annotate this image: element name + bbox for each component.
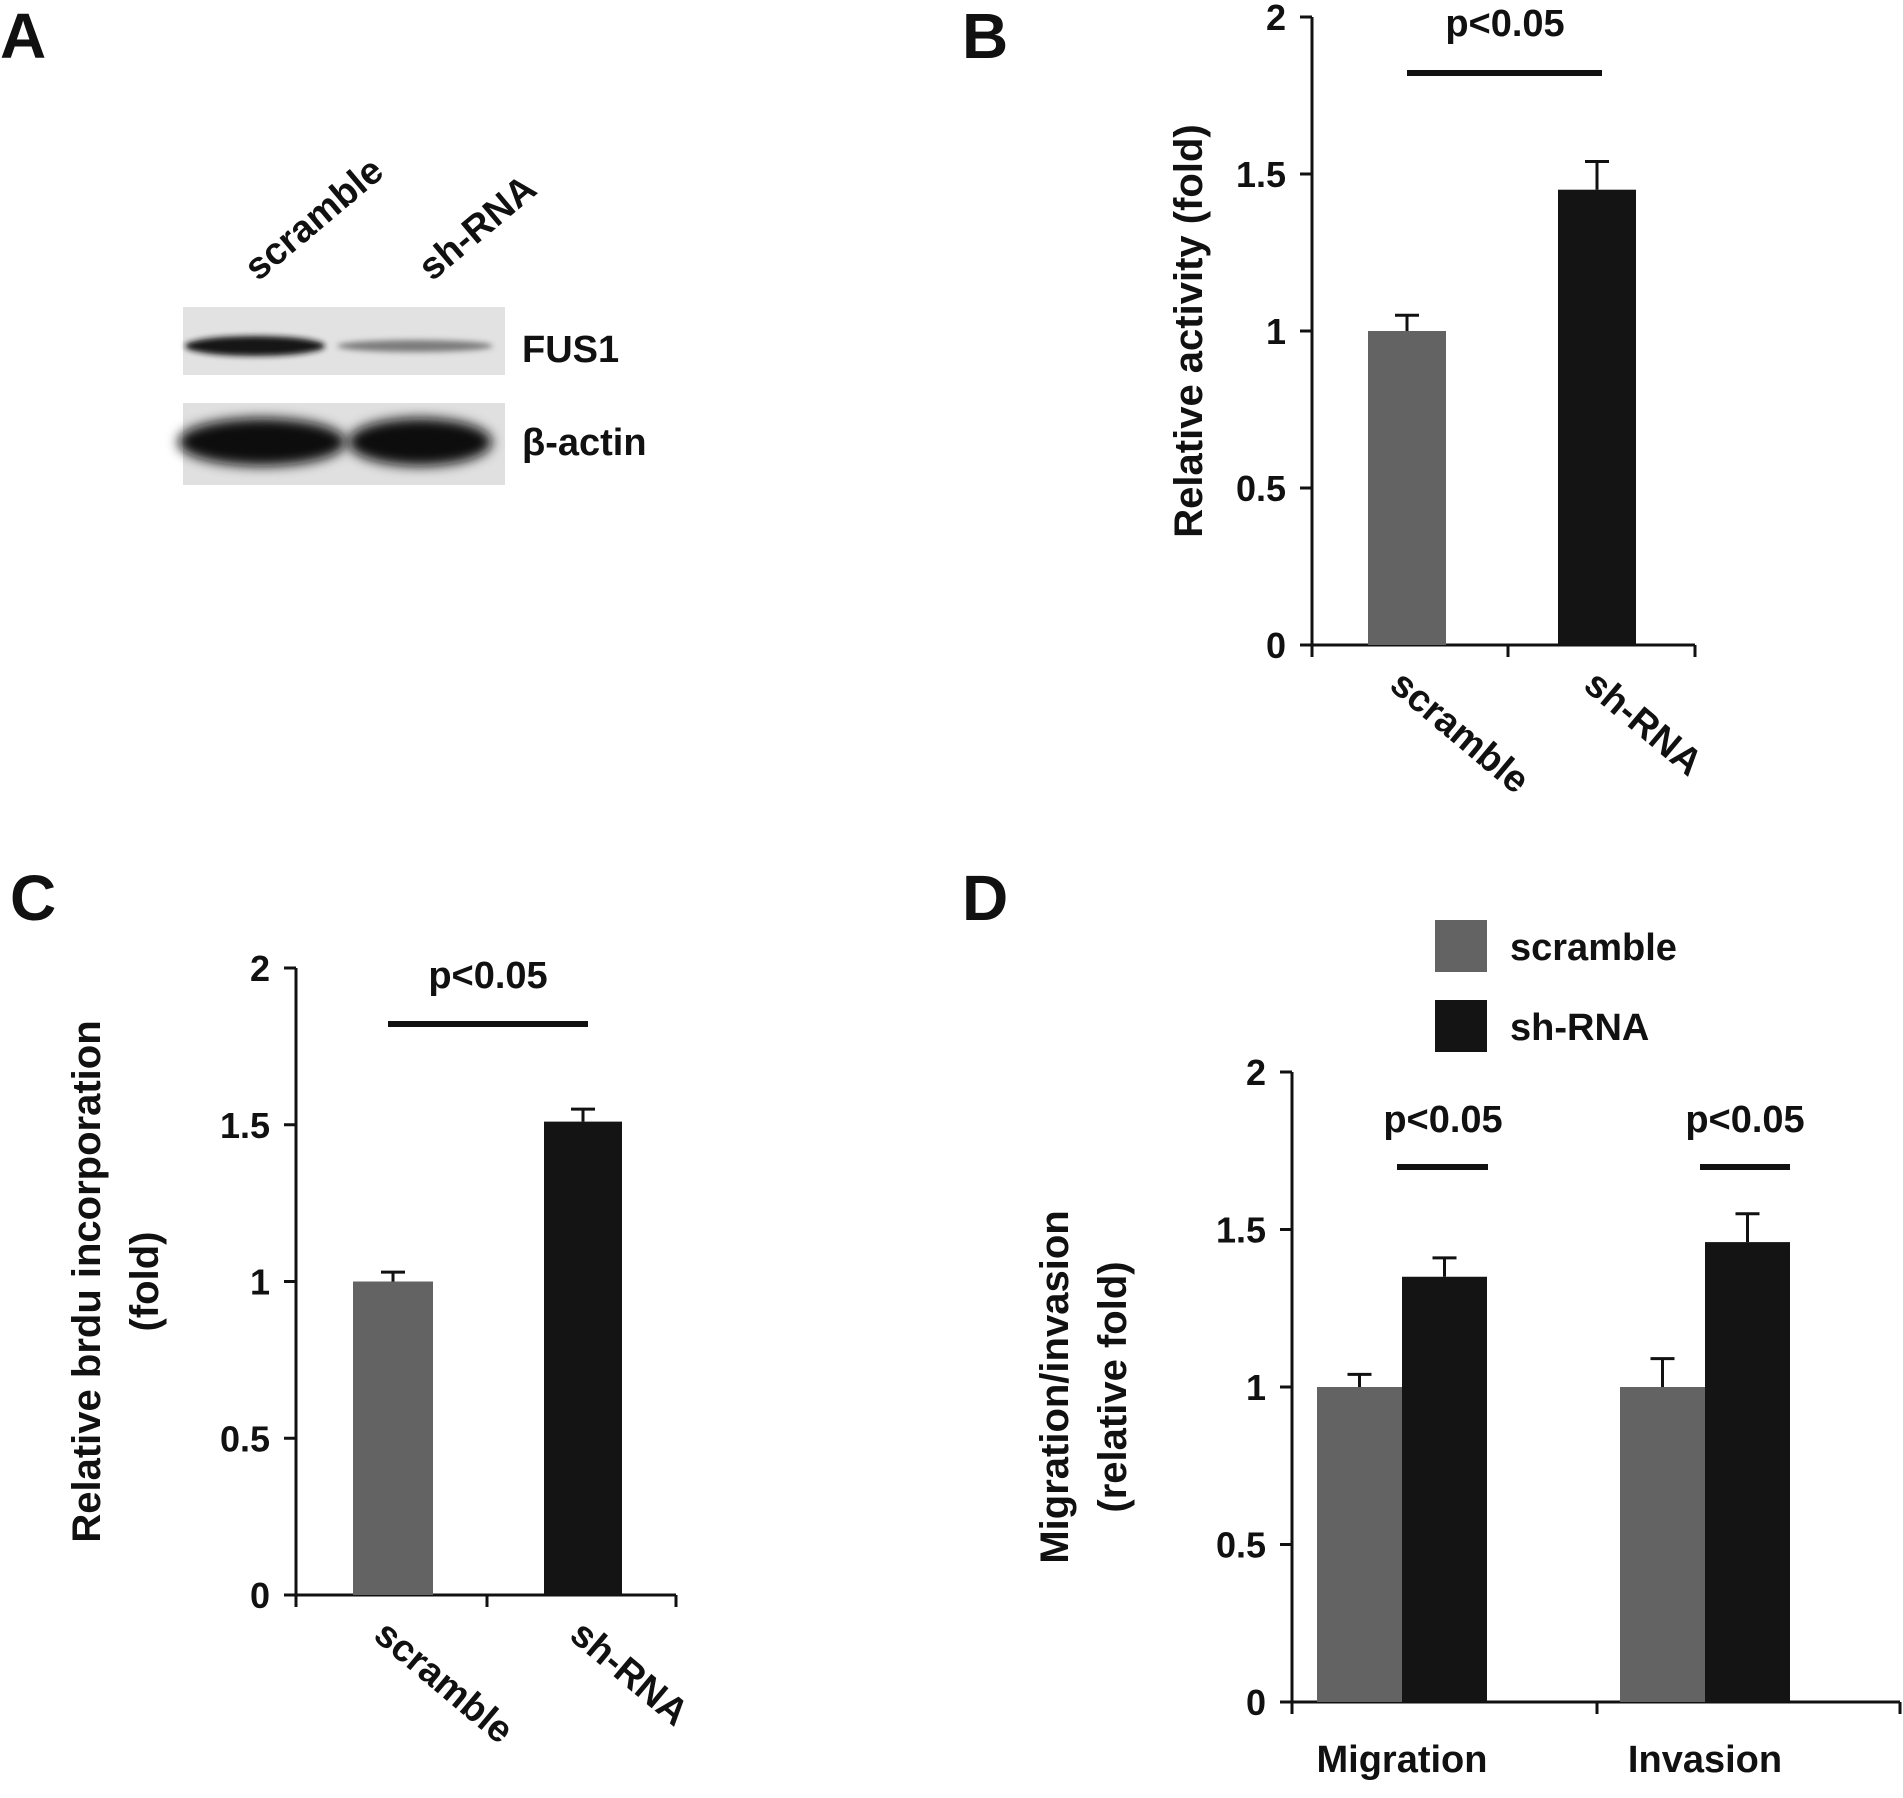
lane-label-scramble: scramble bbox=[237, 149, 392, 288]
bar-invasion-scramble bbox=[1620, 1387, 1705, 1702]
y-tick-label: 1.5 bbox=[1216, 1210, 1266, 1251]
significance-label: p<0.05 bbox=[428, 955, 547, 997]
y-tick-label: 0.5 bbox=[1216, 1525, 1266, 1566]
panel-a-label: A bbox=[0, 0, 46, 72]
western-blot: scramble sh-RNA FUS1 β-actin bbox=[178, 149, 647, 485]
band-label-actin: β-actin bbox=[522, 422, 647, 464]
y-tick-label: 2 bbox=[1246, 1052, 1266, 1093]
x-tick-label: Invasion bbox=[1628, 1739, 1782, 1781]
bar-scramble bbox=[1368, 331, 1446, 645]
legend-label: sh-RNA bbox=[1510, 1007, 1649, 1049]
band-fus1-scramble bbox=[185, 336, 325, 356]
y-axis-title: Relative activity (fold) bbox=[1167, 124, 1211, 537]
y-tick-label: 1.5 bbox=[220, 1105, 270, 1146]
panel-d-label: D bbox=[962, 862, 1008, 934]
y-tick-label: 1 bbox=[250, 1262, 270, 1303]
y-tick-label: 1 bbox=[1266, 311, 1286, 352]
bar-invasion-sh-rna bbox=[1705, 1242, 1790, 1702]
y-tick-label: 1.5 bbox=[1236, 154, 1286, 195]
band-actin-sh-rna bbox=[348, 418, 492, 466]
panel-b-label: B bbox=[962, 0, 1008, 72]
y-tick-label: 0.5 bbox=[220, 1418, 270, 1459]
y-tick-label: 0 bbox=[1246, 1682, 1266, 1723]
legend-swatch bbox=[1435, 920, 1487, 972]
chart-b-relative-activity: 0 0.5 1 1.5 2 Relative activity (fold) scrambl… bbox=[1167, 0, 1710, 802]
x-tick-label: sh-RNA bbox=[562, 1613, 696, 1735]
significance-label: p<0.05 bbox=[1685, 1099, 1804, 1141]
legend-label: scramble bbox=[1510, 927, 1677, 969]
lane-label-sh-rna: sh-RNA bbox=[411, 167, 545, 289]
y-tick-label: 0.5 bbox=[1236, 468, 1286, 509]
panel-c-label: C bbox=[10, 862, 56, 934]
x-tick-label: scramble bbox=[366, 1613, 521, 1752]
band-fus1-sh-rna bbox=[337, 340, 493, 352]
bar-sh-rna bbox=[544, 1121, 622, 1595]
chart-c-brdu-incorporation: 0 0.5 1 1.5 2 Relative brdu incorporation (fol… bbox=[65, 948, 696, 1752]
y-axis-title-line2: (fold) bbox=[123, 1232, 167, 1332]
y-tick-label: 2 bbox=[1266, 0, 1286, 38]
x-tick-label: scramble bbox=[1382, 663, 1537, 802]
y-axis-title-line2: (relative fold) bbox=[1091, 1261, 1135, 1512]
y-tick-label: 0 bbox=[1266, 625, 1286, 666]
chart-d-migration-invasion: 0 0.5 1 1.5 2 Migration/invasion (relative fol… bbox=[1033, 920, 1902, 1781]
bar-migration-scramble bbox=[1317, 1387, 1402, 1702]
bar-scramble bbox=[353, 1281, 433, 1595]
band-actin-scramble bbox=[178, 418, 346, 466]
legend: scramble sh-RNA bbox=[1435, 920, 1677, 1052]
y-tick-label: 0 bbox=[250, 1575, 270, 1616]
y-tick-label: 1 bbox=[1246, 1367, 1266, 1408]
legend-swatch bbox=[1435, 1000, 1487, 1052]
x-tick-label: sh-RNA bbox=[1576, 663, 1710, 785]
significance-label: p<0.05 bbox=[1383, 1099, 1502, 1141]
bar-migration-sh-rna bbox=[1402, 1276, 1487, 1702]
y-axis-title: Migration/invasion bbox=[1033, 1210, 1077, 1563]
band-label-fus1: FUS1 bbox=[522, 329, 619, 371]
significance-label: p<0.05 bbox=[1445, 3, 1564, 45]
x-tick-label: Migration bbox=[1317, 1739, 1488, 1781]
y-tick-label: 2 bbox=[250, 948, 270, 989]
bar-sh-rna bbox=[1558, 189, 1636, 645]
y-axis-title: Relative brdu incorporation bbox=[65, 1020, 109, 1542]
